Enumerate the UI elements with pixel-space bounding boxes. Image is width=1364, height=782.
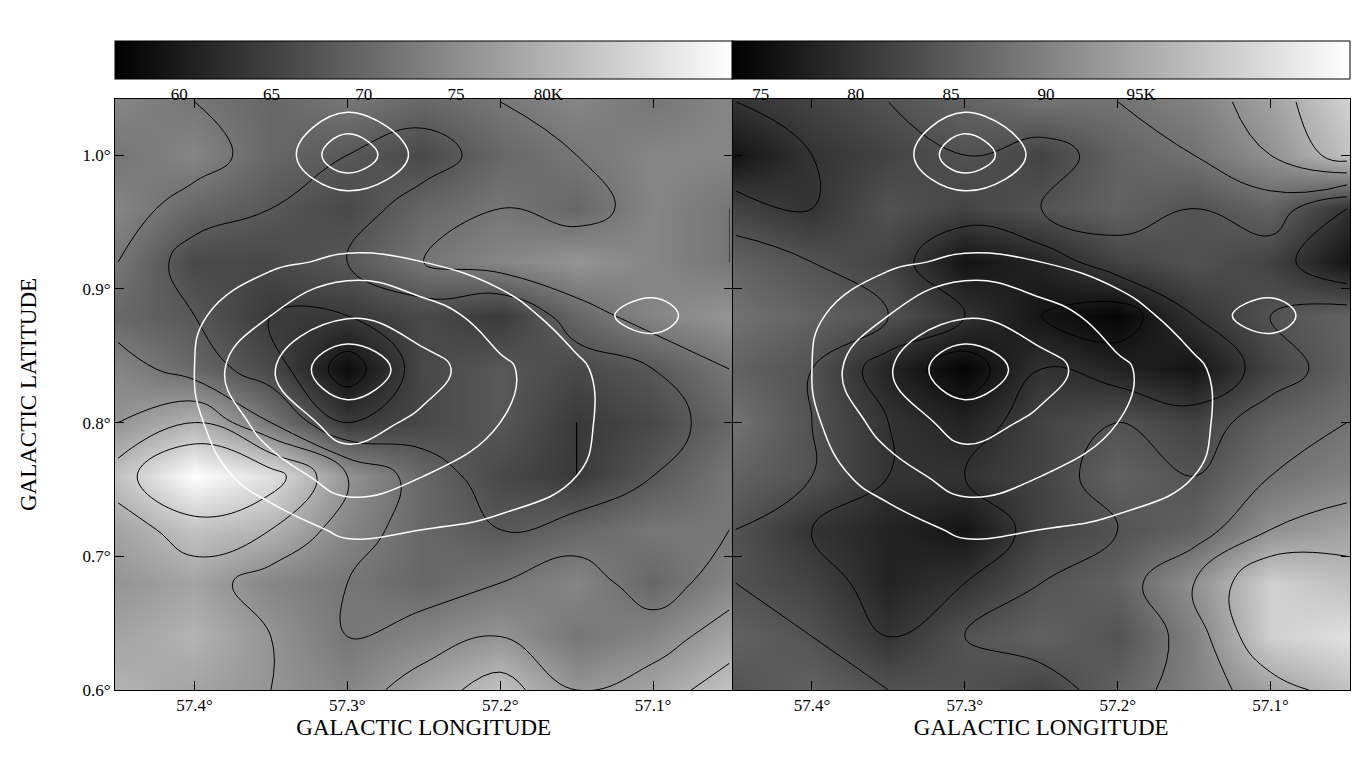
- svg-text:75: 75: [448, 85, 465, 104]
- svg-text:70: 70: [355, 85, 372, 104]
- svg-text:60: 60: [171, 85, 188, 104]
- svg-text:90: 90: [1038, 85, 1055, 104]
- svg-text:57.3°: 57.3°: [329, 696, 366, 715]
- svg-text:0.8°: 0.8°: [83, 414, 111, 433]
- svg-text:0.6°: 0.6°: [83, 681, 111, 700]
- svg-text:75: 75: [752, 85, 769, 104]
- svg-text:GALACTIC LATITUDE: GALACTIC LATITUDE: [16, 278, 41, 511]
- svg-text:65: 65: [263, 85, 280, 104]
- svg-text:57.4°: 57.4°: [176, 696, 213, 715]
- svg-text:57.3°: 57.3°: [947, 696, 984, 715]
- svg-text:0.7°: 0.7°: [83, 547, 111, 566]
- svg-text:80K: 80K: [534, 85, 564, 104]
- svg-text:85: 85: [942, 85, 959, 104]
- svg-text:57.4°: 57.4°: [794, 696, 831, 715]
- svg-text:57.1°: 57.1°: [635, 696, 672, 715]
- svg-text:1.0°: 1.0°: [83, 146, 111, 165]
- svg-text:57.2°: 57.2°: [482, 696, 519, 715]
- svg-text:57.1°: 57.1°: [1252, 696, 1289, 715]
- svg-text:GALACTIC LONGITUDE: GALACTIC LONGITUDE: [914, 715, 1169, 740]
- svg-text:GALACTIC LONGITUDE: GALACTIC LONGITUDE: [296, 715, 551, 740]
- svg-text:95K: 95K: [1126, 85, 1156, 104]
- svg-text:0.9°: 0.9°: [83, 280, 111, 299]
- svg-text:57.2°: 57.2°: [1099, 696, 1136, 715]
- svg-text:80: 80: [847, 85, 864, 104]
